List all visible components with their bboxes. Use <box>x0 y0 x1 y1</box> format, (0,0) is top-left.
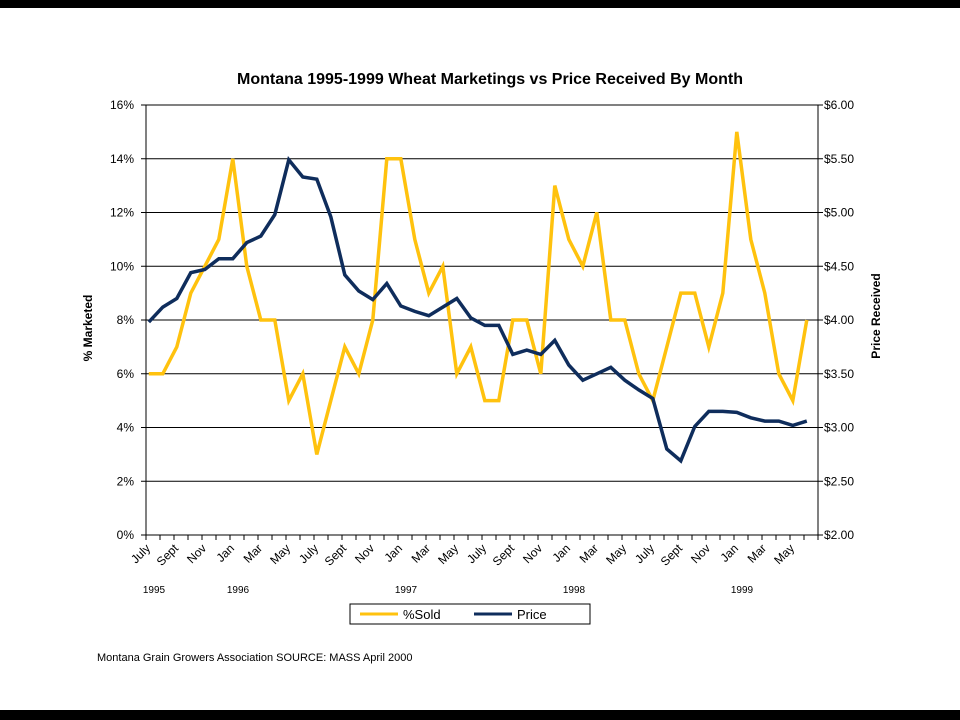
left-tick-label: 0% <box>117 528 135 542</box>
x-axis-ticks: July Sept Nov Jan Mar May July Sept Nov Jan Mar May… <box>128 535 819 569</box>
left-tick-label: 6% <box>117 367 135 381</box>
left-axis-ticks: 0% 2% 4% 6% 8% 10% 12% 14% 16% <box>110 98 146 542</box>
x-tick-label: Jan <box>718 541 742 565</box>
x-tick-label: Jan <box>550 541 574 565</box>
left-tick-label: 12% <box>110 206 134 220</box>
series-lines <box>147 131 809 464</box>
x-tick-label: July <box>632 541 657 566</box>
x-tick-label: Jan <box>214 541 238 565</box>
year-label: 1996 <box>227 585 250 596</box>
x-tick-label: Sept <box>322 541 350 569</box>
right-tick-label: $3.50 <box>824 367 854 381</box>
x-tick-label: Mar <box>241 541 266 566</box>
year-label: 1997 <box>395 585 418 596</box>
right-tick-label: $2.50 <box>824 474 854 488</box>
footer-source: Montana Grain Growers Association SOURCE… <box>97 652 412 664</box>
left-tick-label: 16% <box>110 98 134 112</box>
x-tick-label: Mar <box>577 541 602 566</box>
x-tick-label: July <box>464 541 489 566</box>
x-tick-label: July <box>128 541 153 566</box>
x-tick-label: Sept <box>490 541 518 569</box>
right-tick-label: $6.00 <box>824 98 854 112</box>
x-tick-label: Nov <box>688 541 713 566</box>
year-labels: 1995 1996 1997 1998 1999 <box>143 585 754 596</box>
right-tick-label: $4.50 <box>824 259 854 273</box>
left-tick-label: 14% <box>110 152 134 166</box>
x-tick-label: Sept <box>658 541 686 569</box>
x-tick-label: May <box>267 541 293 567</box>
right-tick-label: $5.50 <box>824 152 854 166</box>
x-tick-label: Nov <box>184 541 209 566</box>
right-axis-label: Price Received <box>869 273 883 358</box>
left-tick-label: 2% <box>117 474 135 488</box>
chart-title: Montana 1995-1999 Wheat Marketings vs Pr… <box>237 71 743 88</box>
right-axis-ticks: $2.00 $2.50 $3.00 $3.50 $4.00 $4.50 $5.00 $5.50… <box>818 98 854 542</box>
legend-label-price: Price <box>517 607 547 622</box>
x-tick-label: Mar <box>745 541 770 566</box>
x-tick-label: May <box>435 541 461 567</box>
x-tick-label: Jan <box>382 541 406 565</box>
x-tick-label: May <box>603 541 629 567</box>
x-tick-label: Nov <box>520 541 545 566</box>
chart: Montana 1995-1999 Wheat Marketings vs Pr… <box>81 71 883 664</box>
legend-label-sold: %Sold <box>403 607 441 622</box>
year-label: 1999 <box>731 585 754 596</box>
right-tick-label: $3.00 <box>824 421 854 435</box>
year-label: 1998 <box>563 585 586 596</box>
year-label: 1995 <box>143 585 166 596</box>
left-tick-label: 4% <box>117 421 135 435</box>
x-tick-label: May <box>771 541 797 567</box>
right-tick-label: $2.00 <box>824 528 854 542</box>
series-line-price <box>147 156 808 464</box>
x-tick-label: Mar <box>409 541 434 566</box>
legend-box <box>349 603 591 625</box>
right-tick-label: $4.00 <box>824 313 854 327</box>
x-tick-label: July <box>296 541 321 566</box>
x-tick-label: Nov <box>352 541 377 566</box>
legend: %Sold Price <box>349 603 591 625</box>
right-tick-label: $5.00 <box>824 206 854 220</box>
left-tick-label: 8% <box>117 313 135 327</box>
left-tick-label: 10% <box>110 259 134 273</box>
x-tick-label: Sept <box>154 541 182 569</box>
series-line-sold <box>148 131 809 455</box>
left-axis-label: % Marketed <box>81 295 95 362</box>
slide: Montana 1995-1999 Wheat Marketings vs Pr… <box>0 8 960 710</box>
